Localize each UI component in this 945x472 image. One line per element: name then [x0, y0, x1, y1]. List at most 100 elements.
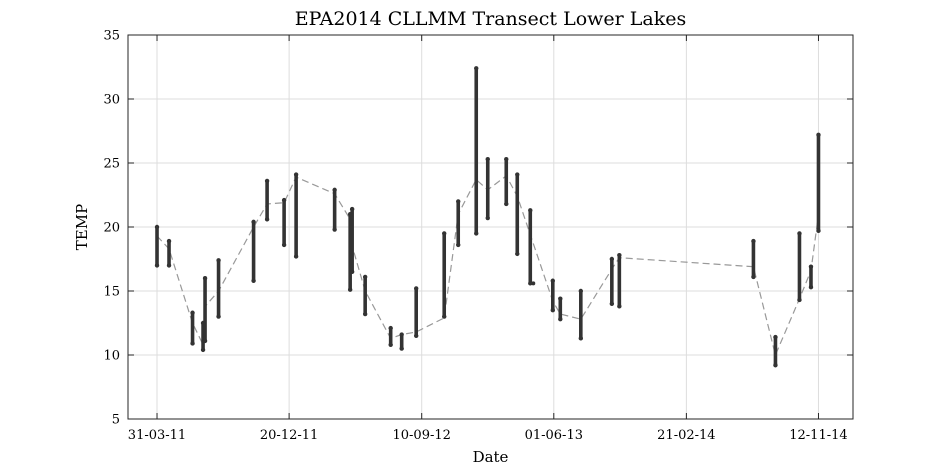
sample-cluster — [362, 274, 368, 317]
x-tick-label: 12-11-14 — [789, 428, 847, 443]
sample-min-point — [456, 242, 461, 248]
sample-cluster — [528, 208, 533, 286]
x-axis-label: Date — [473, 448, 509, 466]
grid-lines — [128, 34, 853, 420]
sample-max-point — [190, 310, 195, 315]
sample-min-point — [816, 228, 821, 234]
sample-cluster — [399, 332, 404, 351]
sample-cluster — [413, 286, 419, 338]
sample-cluster — [349, 206, 355, 274]
sample-min-point — [332, 227, 337, 232]
sample-cluster — [388, 325, 393, 347]
sample-cluster — [558, 296, 563, 322]
sample-cluster — [202, 276, 208, 344]
mean-line — [156, 174, 820, 357]
y-tick-label: 35 — [103, 29, 120, 44]
y-tick-label: 5 — [112, 413, 120, 428]
sample-cluster — [216, 258, 221, 319]
sample-cluster — [474, 66, 479, 236]
sample-max-point — [442, 231, 447, 236]
sample-min-point — [347, 287, 353, 292]
sample-min-point — [413, 333, 419, 338]
sample-cluster — [816, 132, 821, 234]
sample-min-point — [550, 308, 555, 313]
sample-max-point — [816, 132, 821, 138]
sample-max-point — [456, 199, 461, 204]
sample-max-point — [251, 219, 256, 225]
sample-max-point — [388, 325, 393, 331]
sample-max-point — [474, 66, 479, 71]
sample-max-point — [399, 332, 404, 337]
sample-min-point — [558, 316, 563, 322]
sample-max-point — [578, 288, 584, 294]
sample-min-point — [388, 342, 393, 347]
sample-max-point — [349, 206, 355, 212]
sample-cluster — [251, 219, 256, 283]
sample-min-point — [251, 278, 256, 283]
sample-max-point — [332, 187, 337, 193]
x-tick-label: 20-12-11 — [260, 428, 318, 443]
sample-min-point — [202, 338, 208, 344]
sample-cluster — [264, 178, 270, 222]
sample-cluster — [442, 231, 447, 319]
sample-cluster — [609, 256, 615, 306]
sample-cluster — [797, 231, 802, 303]
sample-min-point — [617, 304, 622, 309]
sample-min-point — [349, 269, 355, 274]
sample-cluster — [617, 252, 622, 309]
y-tick-label: 25 — [103, 157, 120, 172]
sample-cluster — [293, 172, 299, 259]
data-points — [154, 66, 821, 368]
sample-min-point — [190, 341, 195, 346]
sample-max-point — [485, 156, 490, 162]
sample-min-point — [264, 217, 270, 222]
x-tick-label: 10-09-12 — [392, 428, 450, 443]
sample-min-point — [578, 336, 584, 341]
outlier-point — [531, 281, 536, 286]
y-axis-label: TEMP — [73, 204, 91, 250]
sample-max-point — [216, 258, 221, 263]
x-tick-label: 01-06-13 — [525, 428, 583, 443]
sample-max-point — [293, 172, 299, 177]
sample-max-point — [550, 278, 555, 283]
sample-max-point — [504, 156, 509, 162]
sample-min-point — [609, 301, 615, 306]
sample-cluster — [281, 197, 287, 248]
sample-max-point — [797, 231, 802, 236]
sample-cluster — [347, 212, 353, 292]
y-tick-label: 10 — [103, 349, 120, 364]
sample-min-point — [166, 263, 172, 268]
sample-cluster — [166, 238, 172, 268]
sample-cluster — [808, 264, 814, 290]
sample-max-point — [773, 334, 778, 340]
y-tick-label: 30 — [103, 93, 120, 108]
sample-cluster — [550, 278, 555, 313]
y-tick-label: 20 — [103, 221, 120, 236]
sample-min-point — [751, 274, 756, 280]
sample-cluster — [578, 288, 584, 341]
sample-min-point — [281, 242, 287, 248]
sample-max-point — [617, 252, 622, 258]
sample-min-point — [216, 314, 221, 319]
sample-min-point — [773, 363, 778, 368]
sample-min-point — [504, 201, 509, 207]
sample-min-point — [797, 297, 802, 303]
x-tick-label: 21-02-14 — [657, 428, 715, 443]
sample-max-point — [202, 276, 208, 281]
sample-cluster — [485, 156, 490, 221]
sample-max-point — [751, 238, 756, 244]
sample-cluster — [456, 199, 461, 248]
sample-cluster — [504, 156, 509, 207]
chart-title: EPA2014 CLLMM Transect Lower Lakes — [295, 8, 687, 30]
sample-min-point — [442, 314, 447, 319]
sample-max-point — [808, 264, 814, 269]
sample-max-point — [166, 238, 172, 244]
sample-cluster — [773, 334, 778, 368]
sample-max-point — [609, 256, 615, 262]
sample-cluster — [515, 172, 520, 257]
x-tick-label: 31-03-11 — [128, 428, 186, 443]
sample-min-point — [528, 281, 533, 286]
sample-cluster — [751, 238, 756, 280]
sample-min-point — [362, 311, 368, 317]
